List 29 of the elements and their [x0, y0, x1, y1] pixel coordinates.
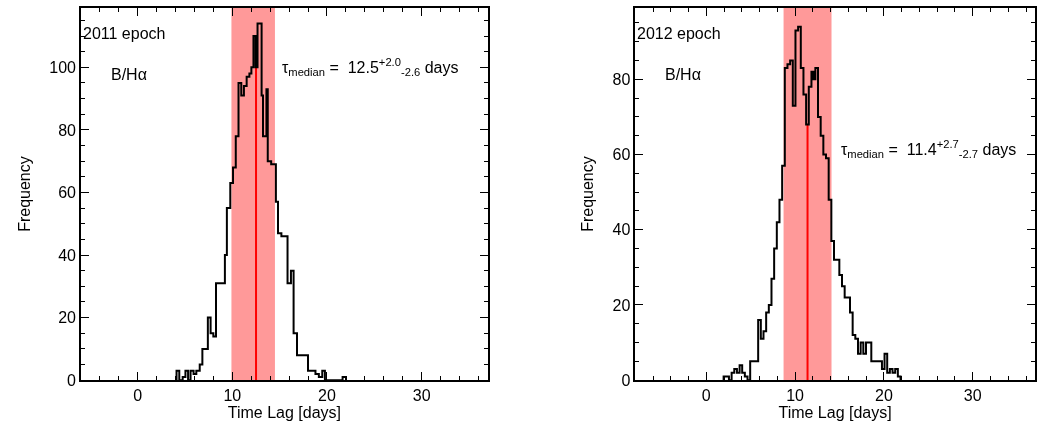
x-tick-label: 0 [701, 387, 711, 405]
annotation: τ$_{median}$ = 11.4$^{+2.7}$$_{-2.7}$ days [841, 138, 1017, 161]
y-tick-label: 20 [58, 309, 77, 327]
annotation: B/Hα [665, 66, 701, 83]
annotation: 2012 epoch [637, 25, 721, 42]
y-tick-label: 80 [612, 70, 631, 88]
x-tick-label: 20 [318, 387, 336, 405]
y-axis-title: Frequency [578, 156, 596, 232]
x-tick-label: 10 [786, 387, 805, 405]
y-tick-label: 40 [58, 246, 77, 264]
y-tick-label: 20 [612, 296, 631, 314]
y-axis-title: Frequency [15, 156, 33, 232]
y-tick-label: 60 [612, 146, 631, 164]
y-tick-label: 60 [58, 184, 77, 202]
annotation: B/Hα [111, 66, 147, 83]
annotation: 2011 epoch [83, 25, 166, 42]
x-tick-label: 10 [223, 387, 242, 405]
x-axis-title: Time Lag [days] [227, 404, 342, 422]
y-tick-label: 80 [58, 121, 77, 139]
annotation: τ$_{median}$ = 12.5$^{+2.0}$$_{-2.6}$ days [282, 56, 459, 79]
y-tick-label: 0 [621, 371, 631, 389]
x-tick-label: 20 [875, 387, 893, 405]
x-tick-label: 30 [412, 387, 431, 405]
x-tick-label: 0 [133, 387, 143, 405]
x-tick-label: 30 [963, 387, 982, 405]
y-tick-label: 0 [67, 371, 77, 389]
y-tick-label: 100 [49, 58, 77, 76]
x-axis-title: Time Lag [days] [778, 404, 892, 422]
y-tick-label: 40 [612, 221, 631, 239]
